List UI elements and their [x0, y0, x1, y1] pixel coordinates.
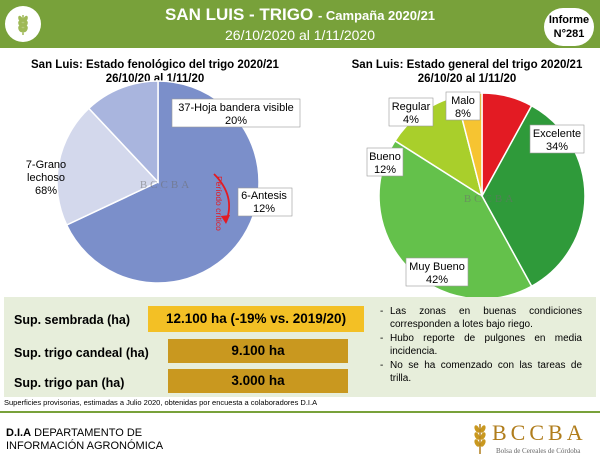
sembrada-label: Sup. sembrada (ha)	[14, 313, 130, 327]
slice-value-label: 4%	[403, 114, 419, 126]
slice-label-box	[171, 98, 301, 128]
footer-dept-abbr: D.I.A	[6, 427, 32, 439]
slice-label-box	[388, 97, 434, 127]
footer-department: D.I.A DEPARTAMENTO DE INFORMACIÓN AGRONÓ…	[6, 427, 163, 453]
pan-label: Sup. trigo pan (ha)	[14, 376, 125, 390]
informe-number: N°281	[553, 28, 585, 40]
bccba-logo-text: BCCBA	[492, 420, 587, 445]
report-title: SAN LUIS - TRIGO - Campaña 2020/21	[0, 5, 600, 26]
informe-badge: Informe N°281	[544, 8, 594, 46]
footer-dept-line1: DEPARTAMENTO DE	[34, 427, 143, 439]
state-chart-title: San Luis: Estado general del trigo 2020/…	[334, 58, 600, 86]
notes-list: Las zonas en buenas condiciones correspo…	[378, 306, 582, 387]
slice-value-label: 42%	[426, 274, 448, 286]
critical-period-annotation: Período crítico	[213, 173, 230, 231]
sembrada-value: 12.100 ha (-19% vs. 2019/20)	[148, 306, 364, 332]
slice-label-name: 6-Antesis	[241, 190, 287, 202]
slice-value-label: 68%	[35, 185, 57, 197]
pheno-chart-title: San Luis: Estado fenológico del trigo 20…	[10, 58, 300, 86]
slice-label-box	[405, 257, 469, 287]
slice-label-name: Excelente	[533, 128, 581, 140]
slice-value-label: 12%	[253, 203, 275, 215]
slice-value-label: 12%	[374, 164, 396, 176]
slice-label-name: Regular	[392, 101, 431, 113]
critical-period-label: Período crítico	[214, 176, 224, 231]
watermark-logo: BCCBA	[464, 193, 516, 205]
pan-value: 3.000 ha	[168, 369, 348, 393]
slice-value-label: 8%	[455, 108, 471, 120]
note-item: Las zonas en buenas condiciones correspo…	[378, 306, 582, 331]
slice-label-box	[529, 124, 585, 154]
candeal-value: 9.100 ha	[168, 339, 348, 363]
pie-slice-37-hoja-bandera-visible	[56, 107, 160, 226]
wheat-mark-icon	[474, 424, 486, 454]
wheat-logo-icon	[5, 6, 41, 42]
slice-label-name: 7-Grano	[26, 159, 66, 171]
state-chart-subtitle: 26/10/20 al 1/11/20	[417, 73, 517, 85]
footer-dept-line2: INFORMACIÓN AGRONÓMICA	[6, 440, 164, 452]
pheno-chart-title-main: San Luis: Estado fenológico del trigo 20…	[31, 59, 279, 71]
slice-label-name: Bueno	[369, 151, 401, 163]
header-bar: SAN LUIS - TRIGO - Campaña 2020/21 26/10…	[0, 0, 600, 48]
note-item: No se ha comenzado con las tareas de tri…	[378, 360, 582, 385]
slice-label-name: 37-Hoja bandera visible	[178, 102, 294, 114]
slice-label-box	[366, 147, 404, 177]
pie-slice-6-antesis	[87, 80, 159, 184]
state-chart-title-main: San Luis: Estado general del trigo 2020/…	[351, 59, 583, 71]
slice-label-name: Muy Bueno	[409, 261, 465, 273]
slice-value-label: 20%	[225, 115, 247, 127]
watermark-logo: BCCBA	[140, 179, 192, 191]
footer-divider	[0, 411, 600, 413]
pheno-chart-subtitle: 26/10/20 al 1/11/20	[105, 73, 205, 85]
slice-label-name: lechoso	[27, 172, 65, 184]
note-item: Hubo reporte de pulgones en media incide…	[378, 333, 582, 358]
informe-label: Informe	[548, 14, 590, 26]
slice-label-name: Malo	[451, 95, 475, 107]
bccba-logo: BCCBA Bolsa de Cereales de Córdoba	[470, 418, 594, 460]
slice-label-box	[445, 91, 481, 121]
footnote: Superficies provisorias, estimadas a Jul…	[4, 398, 318, 407]
slice-label-box	[237, 187, 293, 217]
report-title-main: SAN LUIS - TRIGO	[164, 5, 314, 24]
bccba-logo-subtitle: Bolsa de Cereales de Córdoba	[496, 447, 581, 455]
slice-value-label: 34%	[546, 141, 568, 153]
arrow-head-icon	[221, 215, 230, 224]
candeal-label: Sup. trigo candeal (ha)	[14, 346, 149, 360]
report-campaign: - Campaña 2020/21	[317, 8, 436, 23]
report-dates: 26/10/2020 al 1/11/2020	[225, 27, 375, 43]
